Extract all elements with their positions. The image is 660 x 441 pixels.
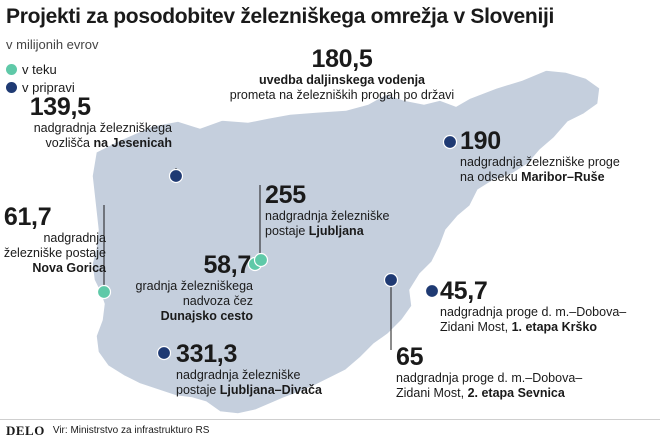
legend-dot-planned [6,81,17,93]
value-maribor: 190 [460,127,501,155]
desc-divaca-1: nadgradnja železniške [176,368,301,382]
desc-sevnica-2: Zidani Most, 2. etapa Sevnica [396,386,582,401]
annotation-nova-gorica: 61,7 nadgradnja železniške postaje Nova … [4,204,106,276]
marker-nova-gorica [96,284,112,300]
desc-sevnica-2a: Zidani Most, [396,386,468,400]
desc-ljubljana-2a: postaje [265,224,309,238]
legend-dot-active [6,63,17,75]
annotation-maribor: 190 nadgradnja železniške proge na odsek… [460,128,620,185]
value-dunajska: 58,7 [203,251,252,279]
desc-jesenice-2a: vozlišča [45,136,94,150]
desc-jesenice-2: vozlišča na Jesenicah [34,136,172,151]
desc-krsko-1: nadgradnja proge d. m.–Dobova– [440,305,627,319]
brand-logo: DELO [6,422,45,438]
desc-sevnica-1: nadgradnja proge d. m.–Dobova– [396,371,583,385]
value-divaca: 331,3 [176,340,238,368]
desc-dunajska-2: nadvoza čez [182,294,253,308]
desc-nova-gorica-2: železniške postaje [3,246,106,260]
desc-divaca-2: postaje Ljubljana–Divača [176,383,322,398]
value-nova-gorica: 61,7 [3,203,52,231]
desc-jesenice-2b: na Jesenicah [93,136,172,150]
annotation-divaca: 331,3 nadgradnja železniške postaje Ljub… [176,341,322,398]
marker-jesenice [168,168,184,184]
marker-maribor [442,134,458,150]
marker-sevnica [383,272,399,288]
desc-jesenice-1: nadgradnja železniškega [33,121,172,135]
legend-label-planned: v pripravi [22,79,75,95]
annotation-krsko: 45,7 nadgradnja proge d. m.–Dobova– Zida… [440,278,626,335]
marker-ljubljana [253,252,269,268]
desc-ljubljana-1: nadgradnja železniške [265,209,390,223]
desc-krsko-2b: 1. etapa Krško [511,320,598,334]
chart-subtitle: v milijonih evrov [6,37,99,52]
value-krsko: 45,7 [440,277,488,305]
legend-label-active: v teku [22,61,57,77]
value-ljubljana: 255 [265,181,306,209]
marker-divaca [156,345,172,361]
annotation-ljubljana: 255 nadgradnja železniške postaje Ljublj… [265,182,389,239]
value-sevnica: 65 [396,343,424,371]
chart-title: Projekti za posodobitev železniškega omr… [6,5,555,28]
desc-maribor-2a: na odseku [460,170,522,184]
annotation-jesenice: 139,5 nadgradnja železniškega vozlišča n… [30,94,172,151]
slovenia-outline [91,69,601,415]
footer: DELO Vir: Ministrstvo za infrastrukturo … [0,419,660,441]
desc-dunajska-1: gradnja železniškega [135,279,253,293]
annotation-dunajska: 58,7 gradnja železniškega nadvoza čez Du… [136,252,253,324]
source-note: Vir: Ministrstvo za infrastrukturo RS [52,425,210,436]
legend-item-active: v teku [6,60,75,78]
desc-remote-control-1: uvedba daljinskega vodenja [258,73,426,87]
desc-krsko-2: Zidani Most, 1. etapa Krško [440,320,626,335]
desc-dunajska-3: Dunajsko cesto [160,309,253,323]
legend-item-planned: v pripravi [6,78,75,96]
desc-ljubljana-2b: Ljubljana [308,224,364,238]
desc-remote-control-2: prometa na železniških progah po državi [229,88,455,102]
desc-krsko-2a: Zidani Most, [440,320,512,334]
annotation-sevnica: 65 nadgradnja proge d. m.–Dobova– Zidani… [396,344,582,401]
desc-maribor-2b: Maribor–Ruše [521,170,605,184]
value-jesenice: 139,5 [29,93,91,121]
desc-sevnica-2b: 2. etapa Sevnica [467,386,565,400]
desc-nova-gorica-1: nadgradnja [43,231,106,245]
desc-divaca-2b: Ljubljana–Divača [219,383,322,397]
annotation-remote-control: 180,5 uvedba daljinskega vodenja prometa… [212,46,472,103]
desc-maribor-1: nadgradnja železniške proge [460,155,620,169]
value-remote-control: 180,5 [311,45,373,73]
desc-maribor-2: na odseku Maribor–Ruše [460,170,620,185]
desc-nova-gorica-3: Nova Gorica [32,261,106,275]
legend: v teku v pripravi [6,60,75,96]
desc-divaca-2a: postaje [176,383,220,397]
desc-ljubljana-2: postaje Ljubljana [265,224,389,239]
project-markers [96,134,458,361]
marker-krsko [424,283,440,299]
